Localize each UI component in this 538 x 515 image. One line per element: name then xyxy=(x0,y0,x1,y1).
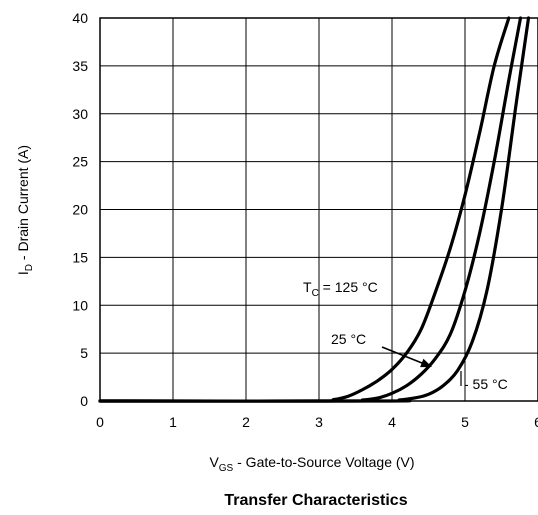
x-tick-label: 6 xyxy=(534,414,538,430)
annotation-arrow-25c xyxy=(381,346,427,366)
annotation-arrow-head-25c xyxy=(420,358,432,368)
annotation-25c: 25 °C xyxy=(331,331,366,347)
y-tick-label: 35 xyxy=(72,58,88,74)
x-tick-label: 0 xyxy=(96,414,104,430)
y-tick-label: 40 xyxy=(72,10,88,26)
y-tick-label: 0 xyxy=(80,393,88,409)
plot-frame xyxy=(99,17,538,402)
x-tick-label: 3 xyxy=(315,414,323,430)
x-tick-label: 1 xyxy=(169,414,177,430)
y-tick-label: 15 xyxy=(72,249,88,265)
y-tick-label: 30 xyxy=(72,106,88,122)
y-tick-label: 20 xyxy=(72,202,88,218)
x-tick-label: 5 xyxy=(461,414,469,430)
y-tick-label: 10 xyxy=(72,297,88,313)
y-tick-labels: 0 5 10 15 20 25 30 35 40 xyxy=(72,10,88,409)
x-tick-label: 2 xyxy=(242,414,250,430)
x-axis-label: VGS - Gate-to-Source Voltage (V) xyxy=(209,454,414,474)
y-axis-label: ID - Drain Current (A) xyxy=(15,145,35,275)
y-tick-label: 5 xyxy=(80,345,88,361)
x-tick-label: 4 xyxy=(388,414,396,430)
chart-title: Transfer Characteristics xyxy=(224,492,407,509)
y-tick-label: 25 xyxy=(72,154,88,170)
x-tick-labels: 0 1 2 3 4 5 6 xyxy=(96,414,538,430)
annotation-tc-125c: TC = 125 °C xyxy=(303,279,378,299)
grid xyxy=(99,17,538,402)
annotation-minus55c: - 55 °C xyxy=(464,376,508,392)
